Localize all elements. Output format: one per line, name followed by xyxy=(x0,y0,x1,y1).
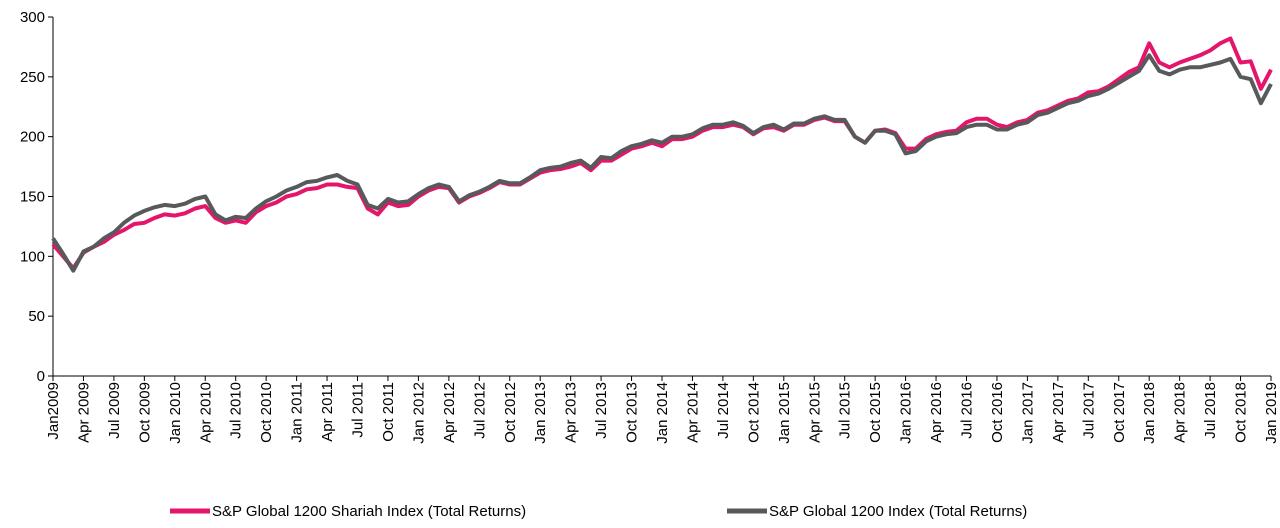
x-tick-label: Jul 2012 xyxy=(471,382,488,439)
x-tick-label: Jan 2019 xyxy=(1263,382,1280,444)
x-tick-label: Apr 2018 xyxy=(1172,382,1189,443)
x-tick-label: Apr 2009 xyxy=(75,382,92,443)
x-tick-label: Apr 2013 xyxy=(563,382,580,443)
x-tick-label: Oct 2013 xyxy=(624,382,641,443)
x-tick-label: Oct 2017 xyxy=(1111,382,1128,443)
x-tick-label: Jan 2012 xyxy=(410,382,427,444)
x-tick-label: Jan 2010 xyxy=(167,382,184,444)
x-tick-label: Jan 2014 xyxy=(654,382,671,444)
x-tick-label: Jul 2009 xyxy=(106,382,123,439)
x-tick-label: Apr 2016 xyxy=(928,382,945,443)
y-tick-label: 50 xyxy=(28,308,45,325)
x-tick-label: Apr 2017 xyxy=(1050,382,1067,443)
y-tick-label: 150 xyxy=(20,189,45,206)
series-line xyxy=(51,36,1273,271)
x-tick-label: Oct 2018 xyxy=(1233,382,1250,443)
series-line xyxy=(51,53,1273,273)
x-tick-label: Jan2009 xyxy=(45,382,62,440)
x-tick-label: Oct 2014 xyxy=(745,382,762,443)
x-tick-label: Jan 2017 xyxy=(1019,382,1036,444)
x-tick-label: Jul 2017 xyxy=(1080,382,1097,439)
y-tick-label: 100 xyxy=(20,248,45,265)
x-tick-label: Oct 2012 xyxy=(502,382,519,443)
x-tick-label: Jul 2015 xyxy=(837,382,854,439)
x-tick-label: Oct 2010 xyxy=(258,382,275,443)
x-tick-label: Oct 2009 xyxy=(136,382,153,443)
x-tick-label: Jan 2018 xyxy=(1141,382,1158,444)
x-tick-label: Oct 2015 xyxy=(867,382,884,443)
x-tick-label: Apr 2012 xyxy=(441,382,458,443)
y-tick-label: 200 xyxy=(20,129,45,146)
x-tick-label: Jan 2016 xyxy=(898,382,915,444)
legend-label: S&P Global 1200 Shariah Index (Total Ret… xyxy=(212,503,526,520)
x-tick-label: Jul 2010 xyxy=(228,382,245,439)
x-tick-label: Apr 2011 xyxy=(319,382,336,442)
x-tick-label: Jul 2016 xyxy=(959,382,976,439)
x-tick-label: Jan 2011 xyxy=(289,382,306,443)
y-tick-label: 250 xyxy=(20,69,45,86)
x-tick-label: Oct 2011 xyxy=(380,382,397,442)
x-tick-label: Oct 2016 xyxy=(989,382,1006,443)
x-tick-label: Jan 2013 xyxy=(532,382,549,444)
legend-label: S&P Global 1200 Index (Total Returns) xyxy=(769,503,1027,520)
x-tick-label: Jul 2014 xyxy=(715,382,732,439)
x-tick-label: Jul 2011 xyxy=(350,382,367,438)
x-tick-label: Apr 2010 xyxy=(197,382,214,443)
x-tick-label: Jul 2013 xyxy=(593,382,610,439)
x-tick-label: Jul 2018 xyxy=(1202,382,1219,439)
x-tick-label: Apr 2015 xyxy=(806,382,823,443)
y-tick-label: 0 xyxy=(37,368,45,385)
y-tick-label: 300 xyxy=(20,9,45,26)
x-tick-label: Jan 2015 xyxy=(776,382,793,444)
x-tick-label: Apr 2014 xyxy=(684,382,701,443)
